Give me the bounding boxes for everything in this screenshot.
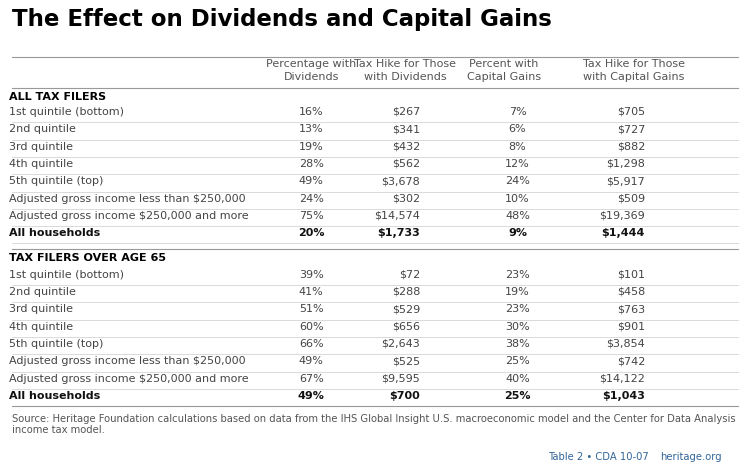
- Text: TAX FILERS OVER AGE 65: TAX FILERS OVER AGE 65: [9, 254, 166, 264]
- Text: $9,595: $9,595: [381, 374, 420, 383]
- Text: All households: All households: [9, 228, 101, 238]
- Text: $302: $302: [392, 193, 420, 203]
- Text: Adjusted gross income $250,000 and more: Adjusted gross income $250,000 and more: [9, 211, 248, 221]
- Text: 3rd quintile: 3rd quintile: [9, 142, 73, 152]
- Text: 40%: 40%: [506, 374, 530, 383]
- Text: $1,043: $1,043: [602, 391, 645, 401]
- Text: 4th quintile: 4th quintile: [9, 321, 74, 332]
- Text: 6%: 6%: [509, 124, 526, 134]
- Text: $5,917: $5,917: [606, 176, 645, 186]
- Text: heritage.org: heritage.org: [660, 452, 722, 462]
- Text: $14,122: $14,122: [599, 374, 645, 383]
- Text: $705: $705: [616, 107, 645, 117]
- Text: ALL TAX FILERS: ALL TAX FILERS: [9, 92, 106, 102]
- Text: 24%: 24%: [505, 176, 530, 186]
- Text: 9%: 9%: [508, 228, 527, 238]
- Text: $529: $529: [392, 304, 420, 314]
- Text: 20%: 20%: [298, 228, 325, 238]
- Text: All households: All households: [9, 391, 101, 401]
- Text: $882: $882: [616, 142, 645, 152]
- Text: $267: $267: [392, 107, 420, 117]
- Text: $742: $742: [616, 356, 645, 366]
- Text: $2,643: $2,643: [381, 339, 420, 349]
- Text: 25%: 25%: [504, 391, 531, 401]
- Text: 49%: 49%: [298, 176, 324, 186]
- Text: $1,444: $1,444: [602, 228, 645, 238]
- Text: $1,733: $1,733: [377, 228, 420, 238]
- Text: $341: $341: [392, 124, 420, 134]
- Text: $656: $656: [392, 321, 420, 332]
- Text: $14,574: $14,574: [374, 211, 420, 221]
- Text: $901: $901: [616, 321, 645, 332]
- Text: $1,298: $1,298: [606, 159, 645, 169]
- Text: 13%: 13%: [299, 124, 323, 134]
- Text: 23%: 23%: [506, 304, 530, 314]
- Text: Adjusted gross income $250,000 and more: Adjusted gross income $250,000 and more: [9, 374, 248, 383]
- Text: 5th quintile (top): 5th quintile (top): [9, 339, 104, 349]
- Text: $3,678: $3,678: [381, 176, 420, 186]
- Text: 25%: 25%: [506, 356, 530, 366]
- Text: $19,369: $19,369: [599, 211, 645, 221]
- Text: 30%: 30%: [506, 321, 530, 332]
- Text: $288: $288: [392, 287, 420, 297]
- Text: 66%: 66%: [299, 339, 323, 349]
- Text: 19%: 19%: [298, 142, 324, 152]
- Text: Adjusted gross income less than $250,000: Adjusted gross income less than $250,000: [9, 193, 246, 203]
- Text: income tax model.: income tax model.: [12, 425, 105, 435]
- Text: Adjusted gross income less than $250,000: Adjusted gross income less than $250,000: [9, 356, 246, 366]
- Text: 1st quintile (bottom): 1st quintile (bottom): [9, 270, 124, 280]
- Text: 2nd quintile: 2nd quintile: [9, 124, 76, 134]
- Text: 16%: 16%: [299, 107, 323, 117]
- Text: 19%: 19%: [506, 287, 530, 297]
- Text: $3,854: $3,854: [606, 339, 645, 349]
- Text: 28%: 28%: [298, 159, 324, 169]
- Text: 39%: 39%: [298, 270, 324, 280]
- Text: 41%: 41%: [298, 287, 324, 297]
- Text: Tax Hike for Those
with Capital Gains: Tax Hike for Those with Capital Gains: [583, 59, 685, 82]
- Text: Percentage with
Dividends: Percentage with Dividends: [266, 59, 356, 82]
- Text: 48%: 48%: [505, 211, 530, 221]
- Text: $562: $562: [392, 159, 420, 169]
- Text: $525: $525: [392, 356, 420, 366]
- Text: 7%: 7%: [509, 107, 526, 117]
- Text: $700: $700: [389, 391, 420, 401]
- Text: $72: $72: [399, 270, 420, 280]
- Text: 24%: 24%: [298, 193, 324, 203]
- Text: Source: Heritage Foundation calculations based on data from the IHS Global Insig: Source: Heritage Foundation calculations…: [12, 414, 736, 424]
- Text: Table 2 • CDA 10-07: Table 2 • CDA 10-07: [548, 452, 649, 462]
- Text: 49%: 49%: [298, 391, 325, 401]
- Text: The Effect on Dividends and Capital Gains: The Effect on Dividends and Capital Gain…: [12, 8, 552, 31]
- Text: 51%: 51%: [299, 304, 323, 314]
- Text: $432: $432: [392, 142, 420, 152]
- Text: 67%: 67%: [298, 374, 324, 383]
- Text: 38%: 38%: [506, 339, 530, 349]
- Text: 8%: 8%: [509, 142, 526, 152]
- Text: 10%: 10%: [506, 193, 530, 203]
- Text: 75%: 75%: [298, 211, 324, 221]
- Text: $727: $727: [616, 124, 645, 134]
- Text: 1st quintile (bottom): 1st quintile (bottom): [9, 107, 124, 117]
- Text: $101: $101: [617, 270, 645, 280]
- Text: 4th quintile: 4th quintile: [9, 159, 74, 169]
- Text: 60%: 60%: [299, 321, 323, 332]
- Text: 3rd quintile: 3rd quintile: [9, 304, 73, 314]
- Text: $458: $458: [616, 287, 645, 297]
- Text: $509: $509: [616, 193, 645, 203]
- Text: 5th quintile (top): 5th quintile (top): [9, 176, 104, 186]
- Text: 23%: 23%: [506, 270, 530, 280]
- Text: 49%: 49%: [298, 356, 324, 366]
- Text: 12%: 12%: [506, 159, 530, 169]
- Text: Tax Hike for Those
with Dividends: Tax Hike for Those with Dividends: [354, 59, 456, 82]
- Text: $763: $763: [616, 304, 645, 314]
- Text: 2nd quintile: 2nd quintile: [9, 287, 76, 297]
- Text: Percent with
Capital Gains: Percent with Capital Gains: [467, 59, 541, 82]
